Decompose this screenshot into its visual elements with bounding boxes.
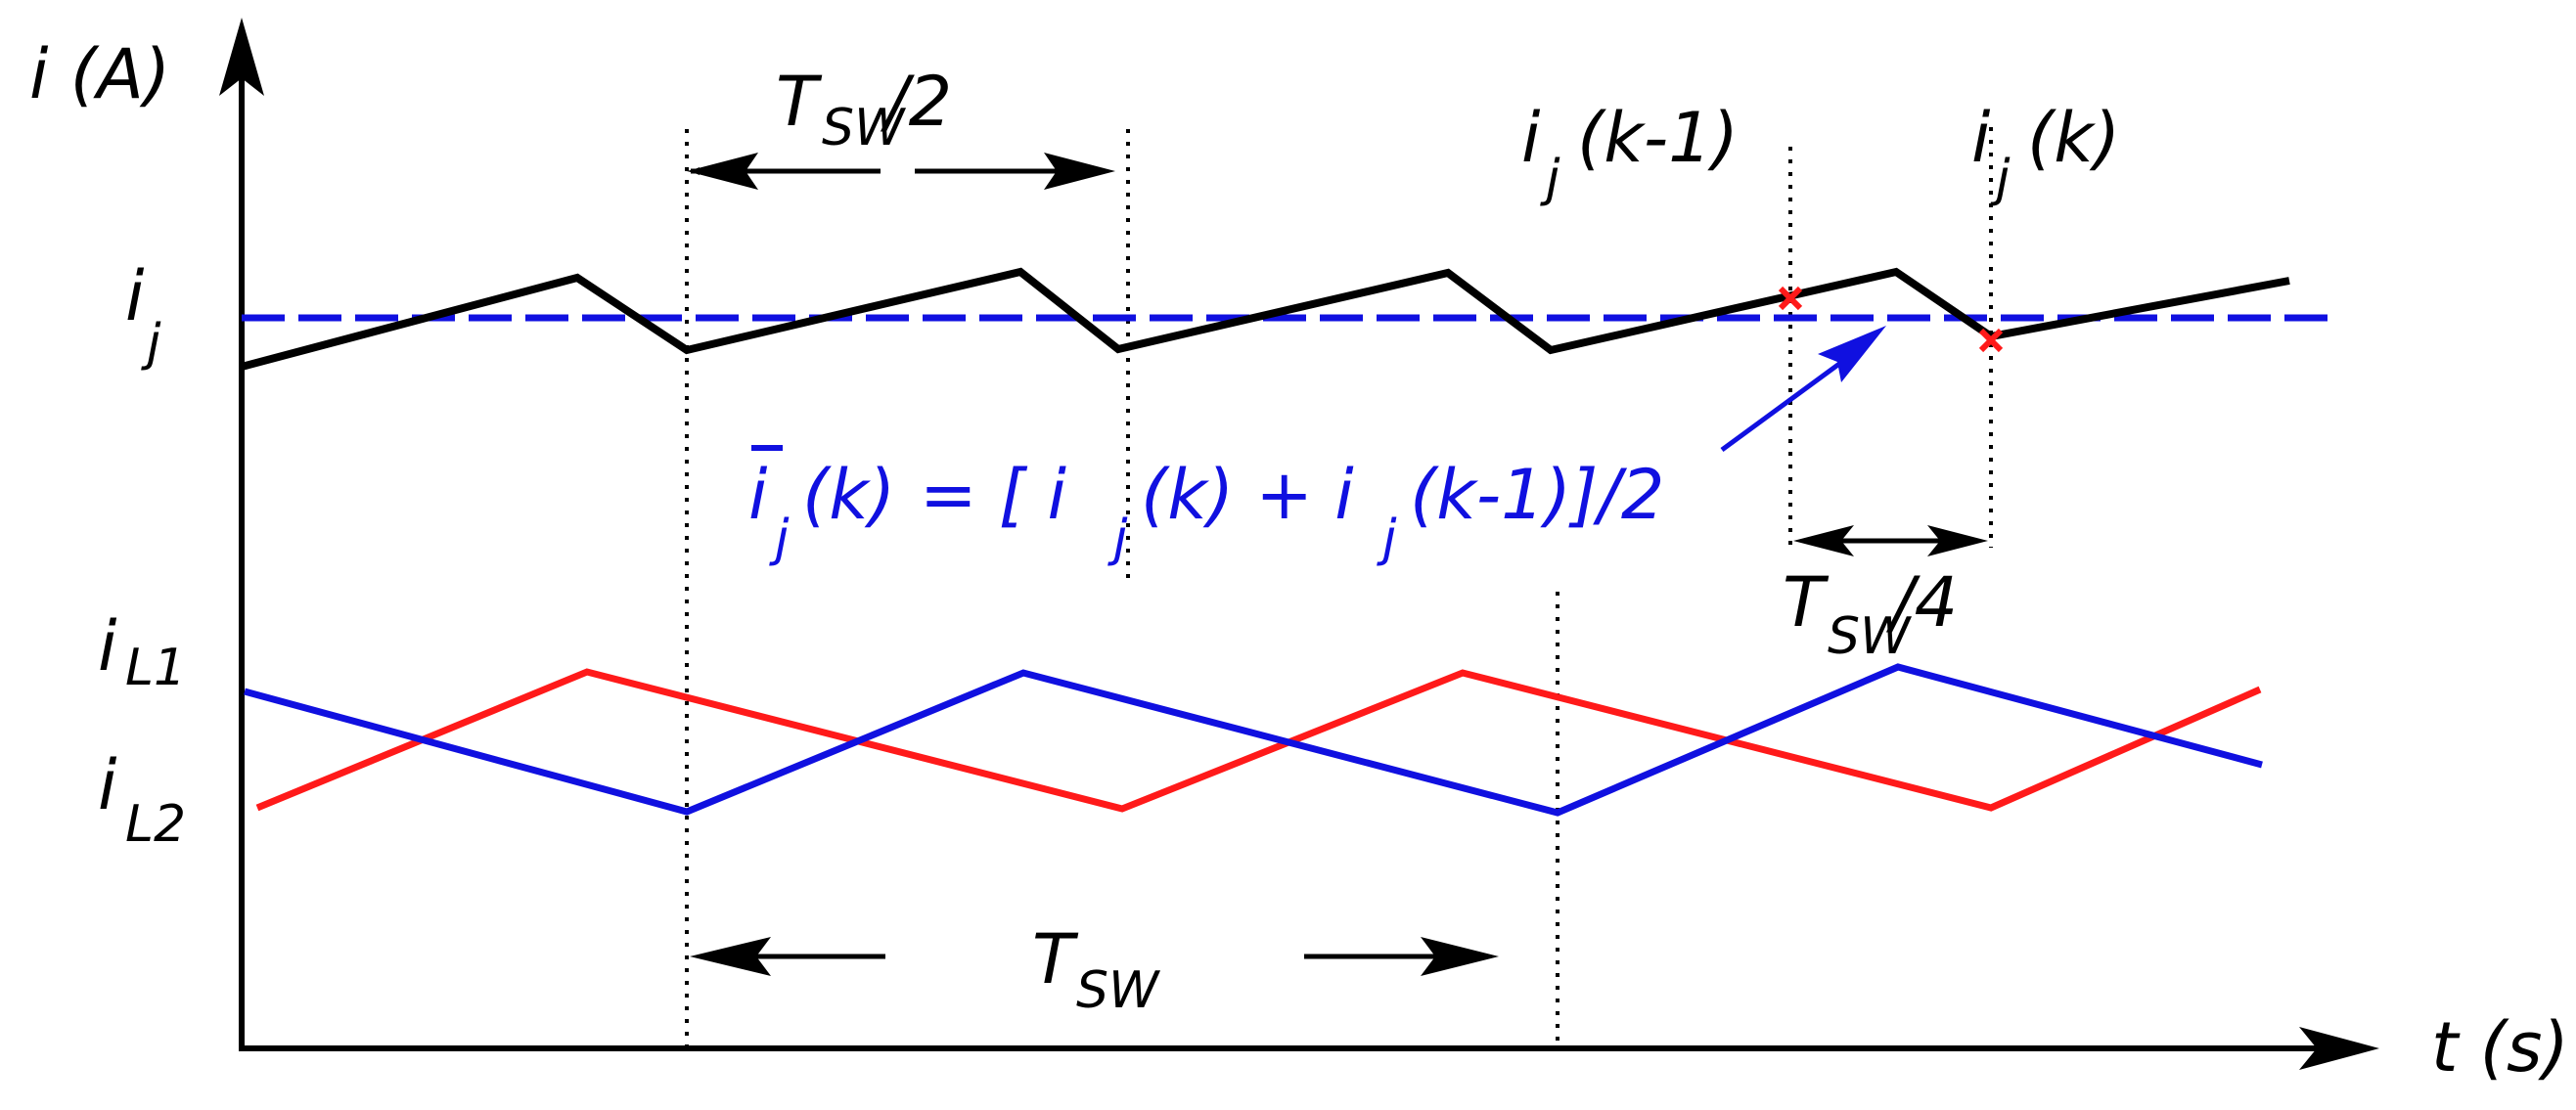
- svg-text:i: i: [748, 455, 768, 535]
- svg-text:j: j: [769, 510, 790, 568]
- svg-text:i: i: [98, 745, 117, 825]
- formula-pointer-arrow: [1720, 326, 1886, 453]
- svg-text:SW: SW: [1828, 607, 1913, 666]
- il2-waveform: [244, 663, 2263, 817]
- svg-text:L1: L1: [125, 639, 186, 697]
- x-axis-arrowhead-icon: [2299, 1027, 2379, 1070]
- svg-text:j: j: [1107, 510, 1128, 568]
- ij-waveform: [240, 267, 2290, 371]
- il1-label: i L1: [98, 606, 186, 697]
- ij-k-label: i j (k): [1971, 98, 2120, 208]
- il2-label: i L2: [98, 745, 186, 854]
- x-axis: [239, 1027, 2379, 1070]
- svg-text:i: i: [125, 256, 145, 336]
- il1-waveform: [255, 668, 2262, 813]
- svg-text:(k): (k): [2027, 98, 2120, 178]
- y-axis-label: i (A): [29, 34, 170, 114]
- y-axis-arrowhead-icon: [219, 18, 264, 96]
- svg-text:(k): (k): [802, 455, 895, 535]
- ij-k-minus-1-label: i j (k-1): [1521, 98, 1739, 208]
- average-formula: i j (k) = [ i j (k) + i j (k-1)]/2: [748, 445, 1664, 568]
- svg-text:(k) + i: (k) + i: [1141, 455, 1354, 535]
- svg-text:j: j: [1990, 150, 2011, 208]
- svg-text:i: i: [98, 606, 117, 687]
- svg-text:/2: /2: [880, 62, 952, 142]
- sample-marker-k-1-x-mark-icon: [1778, 286, 1803, 311]
- svg-text:T: T: [1783, 562, 1830, 643]
- y-axis: [219, 18, 264, 1051]
- tsw-quarter-annotation: T SW /4: [1783, 525, 1988, 666]
- svg-text:= [ i: = [ i: [920, 455, 1066, 535]
- tsw-half-annotation: T SW /2: [687, 62, 1115, 190]
- sample-marker-k-x-mark-icon: [1978, 328, 2004, 353]
- x-axis-label: t (s): [2431, 1007, 2569, 1088]
- svg-text:(k-1)]/2: (k-1)]/2: [1410, 455, 1664, 535]
- svg-text:j: j: [141, 314, 161, 373]
- ij-label: i j: [125, 256, 161, 373]
- svg-text:SW: SW: [1076, 961, 1161, 1020]
- vertical-guides: [685, 127, 1993, 1048]
- svg-text:j: j: [1377, 510, 1397, 568]
- svg-text:(k-1): (k-1): [1577, 98, 1739, 178]
- svg-text:j: j: [1540, 150, 1560, 208]
- svg-text:i: i: [1971, 98, 1991, 178]
- svg-text:/4: /4: [1885, 562, 1958, 643]
- svg-text:L2: L2: [125, 795, 186, 854]
- svg-text:i: i: [1521, 98, 1541, 178]
- tsw-annotation: T SW: [690, 919, 1499, 1020]
- svg-text:T: T: [1032, 919, 1079, 999]
- svg-text:SW: SW: [822, 99, 907, 157]
- svg-text:T: T: [776, 62, 823, 142]
